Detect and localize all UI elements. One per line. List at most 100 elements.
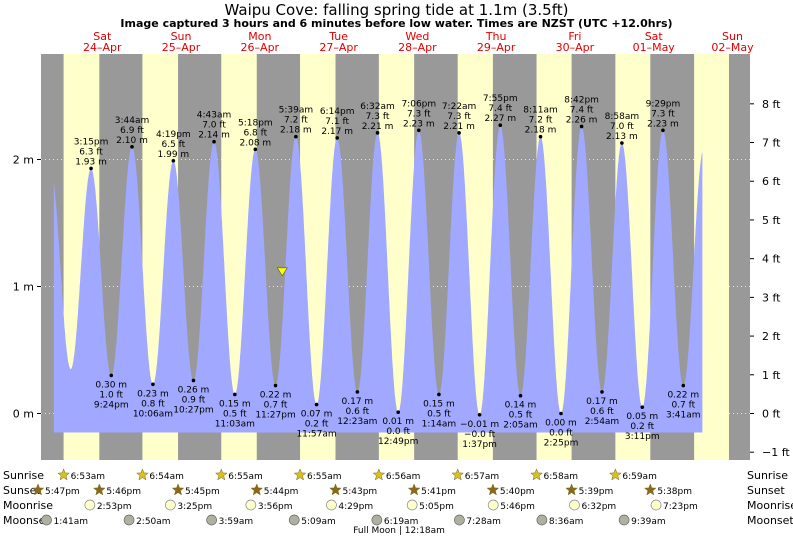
sunset-icon (643, 483, 657, 496)
high-tide-metres: 2.18 m (280, 126, 312, 136)
moonrise-time: 6:32pm (581, 502, 616, 512)
right-axis-tick-label: 5 ft (762, 214, 781, 227)
low-tide-feet: 0.7 ft (671, 401, 695, 411)
sunset-time: 5:46pm (106, 487, 141, 497)
low-tide-time: 12:49pm (378, 437, 418, 447)
left-axis-tick-label: 0 m (13, 408, 34, 421)
sunset-time: 5:38pm (657, 487, 692, 497)
low-tide-time: 3:11pm (625, 432, 660, 442)
moonset-icon (536, 514, 548, 526)
moonset-icon (618, 514, 630, 526)
high-tide-time: 5:39am (279, 106, 314, 116)
high-tide-point (417, 128, 421, 133)
low-tide-point (518, 393, 523, 398)
moonset-row-label-right: Moonset (747, 514, 793, 527)
left-axis-tick-label: 2 m (13, 154, 34, 167)
low-tide-metres: 0.15 m (219, 399, 251, 409)
high-tide-feet: 6.8 ft (243, 128, 267, 138)
moonset-icon (206, 514, 217, 526)
moonset-time: 6:19am (384, 517, 419, 527)
high-tide-time: 3:44am (115, 116, 150, 126)
sunset-icon (92, 483, 106, 496)
low-tide-point (191, 378, 196, 383)
high-tide-feet: 7.3 ft (447, 112, 471, 122)
sunset-icon (171, 483, 185, 496)
sunrise-icon (372, 468, 386, 481)
high-tide-time: 4:19pm (156, 130, 191, 140)
high-tide-metres: 2.17 m (321, 127, 353, 137)
high-tide-feet: 7.4 ft (488, 104, 512, 114)
high-tide-feet: 6.9 ft (120, 126, 144, 136)
sunset-time: 5:41pm (421, 487, 456, 497)
sunrise-time: 6:56am (386, 472, 421, 482)
moonrise-icon (245, 499, 257, 511)
low-tide-point (640, 405, 645, 409)
low-tide-point (151, 382, 155, 387)
tide-area (53, 125, 703, 433)
high-tide-time: 7:06pm (401, 99, 436, 109)
high-tide-feet: 7.0 ft (202, 121, 226, 131)
high-tide-time: 5:18pm (238, 118, 273, 128)
high-tide-point (89, 166, 93, 171)
high-tide-point (375, 131, 380, 135)
low-tide-feet: −0.0 ft (464, 430, 496, 440)
moonrise-icon (326, 499, 337, 511)
high-tide-metres: 2.14 m (198, 131, 230, 141)
high-tide-metres: 1.93 m (75, 157, 107, 167)
right-axis-tick-label: 6 ft (762, 175, 781, 188)
low-tide-point (233, 392, 237, 397)
low-tide-time: 11:03am (215, 419, 255, 429)
day-date: 01–May (633, 41, 676, 54)
high-tide-feet: 7.0 ft (610, 122, 634, 132)
low-tide-feet: 0.0 ft (549, 429, 573, 439)
high-tide-time: 8:11am (523, 106, 558, 116)
high-tide-feet: 7.2 ft (529, 116, 553, 126)
low-tide-time: 9:24pm (94, 400, 129, 410)
low-tide-metres: 0.15 m (423, 399, 455, 409)
full-moon-label: Full Moon | 12:18am (353, 526, 445, 536)
sun-moon-events: Sunrise Sunrise Sunset Sunset Moonrise Moonri… (3, 468, 793, 536)
moonrise-icon (487, 499, 499, 511)
high-tide-feet: 6.5 ft (161, 140, 185, 150)
moonrise-row-label-right: Moonrise (747, 499, 793, 512)
day-date: 30–Apr (556, 41, 595, 54)
high-tide-metres: 1.99 m (158, 150, 190, 160)
day-name: Sun (171, 30, 192, 43)
sunrise-time: 6:57am (465, 472, 500, 482)
moonset-icon (454, 514, 465, 526)
moonrise-icon (569, 499, 580, 511)
high-tide-metres: 2.27 m (484, 114, 516, 124)
day-name: Sat (93, 30, 112, 43)
high-tide-time: 4:43am (197, 111, 232, 121)
sunset-time: 5:45pm (185, 487, 220, 497)
moonset-time: 1:41am (54, 517, 89, 527)
low-tide-time: 1:14am (422, 419, 457, 429)
moonrise-row-label-left: Moonrise (3, 499, 53, 512)
moonset-time: 8:36am (549, 517, 584, 527)
day-name: Sun (722, 30, 743, 43)
sunset-icon (250, 483, 264, 496)
low-tide-point (109, 373, 114, 378)
low-tide-metres: 0.07 m (301, 410, 333, 420)
sunset-icon (31, 483, 45, 496)
sunset-time: 5:44pm (264, 487, 299, 497)
low-tide-feet: 0.7 ft (264, 401, 288, 411)
high-tide-feet: 7.3 ft (366, 112, 390, 122)
low-tide-feet: 0.6 ft (345, 407, 369, 417)
day-date: 28–Apr (398, 41, 437, 54)
low-tide-time: 2:54am (585, 417, 620, 427)
low-tide-time: 11:27pm (255, 411, 295, 421)
sunset-icon (486, 483, 500, 496)
high-tide-metres: 2.13 m (606, 132, 638, 142)
high-tide-time: 3:15pm (74, 137, 109, 147)
sunset-time: 5:43pm (342, 487, 377, 497)
high-tide-metres: 2.23 m (403, 119, 435, 129)
high-tide-metres: 2.21 m (362, 122, 394, 132)
sunrise-time: 6:59am (622, 472, 657, 482)
high-tide-time: 8:42pm (564, 95, 599, 105)
right-axis-tick-label: −1 ft (762, 446, 790, 459)
high-tide-point (620, 141, 624, 145)
day-date: 29–Apr (477, 41, 516, 54)
day-date: 27–Apr (319, 41, 358, 54)
